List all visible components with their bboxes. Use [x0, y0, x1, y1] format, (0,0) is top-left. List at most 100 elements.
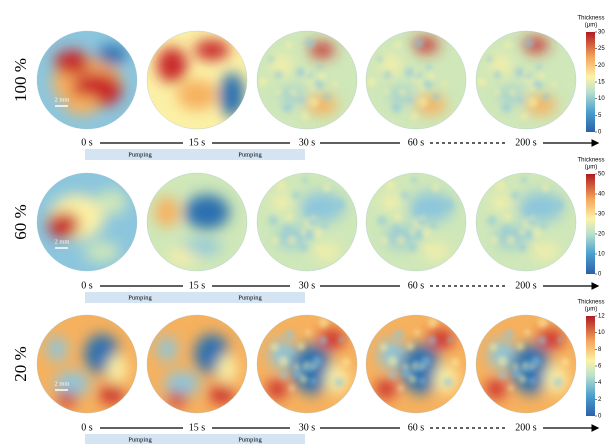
spot [490, 343, 498, 351]
spot [300, 375, 308, 383]
spot [397, 348, 403, 354]
spot [524, 230, 534, 240]
spot [524, 330, 530, 336]
colorbar-unit: (μm) [585, 165, 597, 171]
spot [383, 71, 391, 79]
spot [284, 225, 290, 231]
spot [541, 223, 547, 229]
spot [451, 358, 459, 366]
spot [515, 67, 525, 77]
blob [491, 55, 511, 75]
figure: 100 %0 s15 s30 s60 s200 s2 mmPumpingPump… [0, 0, 605, 444]
blob [100, 384, 125, 404]
spot [271, 236, 279, 244]
spot [528, 97, 538, 107]
spot [425, 245, 431, 251]
spot [396, 235, 406, 245]
spot [322, 223, 328, 229]
spot [300, 244, 308, 252]
colorbar [586, 32, 595, 132]
colorbar-tick-label: 0 [598, 130, 602, 136]
spot [426, 64, 432, 70]
spot [305, 38, 315, 48]
spot [490, 236, 498, 244]
colorbar-tick-label: 20 [598, 63, 605, 69]
colorbar [586, 316, 595, 416]
spot [380, 343, 388, 351]
colorbar-unit: (μm) [585, 23, 597, 29]
spot [410, 112, 418, 120]
time-label: 200 s [515, 422, 537, 433]
pumping-band [85, 149, 305, 160]
spot [384, 89, 390, 95]
blob [55, 50, 90, 75]
time-label: 0 s [81, 280, 93, 291]
spot [423, 229, 431, 237]
scale-bar-label: 2 mm [55, 380, 70, 387]
colorbar-tick-label: 25 [598, 46, 605, 52]
blob [107, 354, 127, 384]
spot [309, 97, 319, 107]
spot [394, 41, 402, 49]
spot [398, 88, 406, 96]
spot [538, 336, 546, 344]
spot [441, 81, 447, 87]
time-label: 60 s [408, 422, 425, 433]
spot [411, 177, 417, 183]
spot [287, 235, 297, 245]
spot [504, 330, 514, 340]
spot [297, 342, 305, 350]
spot [401, 191, 409, 199]
spot [487, 216, 497, 226]
blob [65, 95, 100, 115]
spot [418, 97, 428, 107]
scale-bar-label: 2 mm [55, 238, 70, 245]
spot [504, 41, 512, 49]
spot [387, 201, 393, 207]
spot [408, 97, 414, 103]
spot [258, 77, 268, 87]
spot [551, 81, 557, 87]
spot [310, 378, 316, 384]
spot [285, 213, 293, 221]
spot [503, 225, 509, 231]
time-label: 30 s [299, 280, 316, 291]
spot [506, 235, 516, 245]
spot [271, 343, 279, 351]
scale-bar-label: 2 mm [55, 96, 70, 103]
spot [279, 371, 287, 379]
spot [406, 342, 414, 350]
spot [497, 201, 503, 207]
spot [557, 337, 563, 343]
blob [217, 354, 237, 384]
spot [317, 64, 323, 70]
colorbar-tick-label: 5 [598, 113, 602, 119]
spot [519, 375, 527, 383]
blob [167, 392, 187, 407]
spot [537, 73, 545, 81]
colorbar-tick-label: 40 [598, 192, 605, 198]
spot [542, 93, 550, 101]
blob [177, 80, 217, 110]
colorbar-tick-label: 2 [598, 397, 602, 403]
spot [393, 225, 399, 231]
spot [305, 207, 315, 217]
spot [285, 330, 295, 340]
spot [494, 89, 500, 95]
spot [398, 385, 404, 391]
time-label: 30 s [299, 137, 316, 148]
spot [299, 97, 305, 103]
spot [498, 371, 506, 379]
spot [501, 103, 511, 113]
time-label: 0 s [81, 422, 93, 433]
colorbar-tick-label: 10 [598, 330, 605, 336]
blob [195, 40, 230, 60]
colorbar-tick-label: 30 [598, 30, 605, 36]
phase-label: Pumping [238, 151, 262, 158]
spot [554, 200, 564, 210]
row-label: 60 % [11, 204, 30, 239]
spot [296, 67, 306, 77]
blob [85, 242, 120, 262]
spot [292, 191, 300, 199]
